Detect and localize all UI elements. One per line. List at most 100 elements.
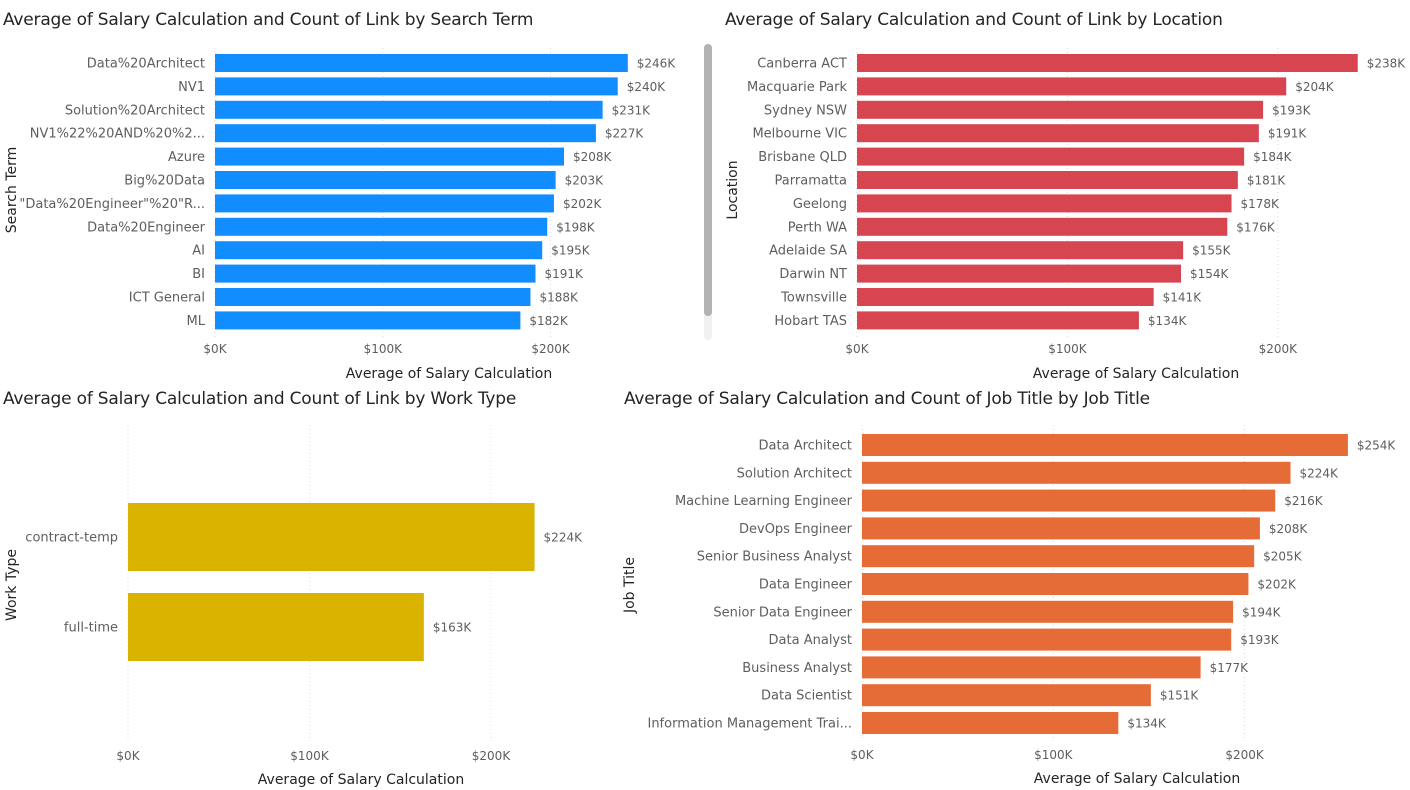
value-label: $193K — [1240, 633, 1280, 647]
value-label: $246K — [637, 57, 677, 71]
bar[interactable] — [128, 503, 535, 571]
bar[interactable] — [215, 124, 596, 143]
bar[interactable] — [215, 288, 531, 306]
bar-chart[interactable]: $0K $100K $200K contract-temp $224K full-time… — [0, 385, 610, 790]
bar-chart[interactable]: $0K $100K $200K Data Architect $254K Solution… — [622, 385, 1410, 790]
bar[interactable] — [215, 54, 628, 72]
value-label: $191K — [1268, 127, 1308, 141]
bar[interactable] — [862, 573, 1249, 595]
bar[interactable] — [857, 288, 1154, 306]
value-label: $177K — [1210, 661, 1250, 675]
category-label: Canberra ACT — [757, 57, 847, 72]
value-label: $240K — [627, 80, 667, 94]
category-label: contract-temp — [25, 531, 118, 546]
bar[interactable] — [857, 124, 1259, 143]
bar[interactable] — [862, 628, 1232, 651]
value-label: $204K — [1295, 80, 1335, 94]
value-label: $238K — [1367, 57, 1407, 71]
category-label: Big%20Data — [124, 174, 205, 189]
x-tick-label: $0K — [203, 342, 227, 356]
bar[interactable] — [862, 434, 1348, 456]
bar[interactable] — [215, 264, 536, 283]
value-label: $178K — [1241, 197, 1281, 211]
bar[interactable] — [862, 489, 1276, 512]
x-tick-label: $200K — [531, 342, 571, 356]
category-label: "Data%20Engineer"%20"R... — [19, 197, 205, 212]
bar[interactable] — [857, 217, 1228, 236]
chart-panel-search-term: Average of Salary Calculation and Count … — [0, 0, 700, 385]
value-label: $202K — [563, 197, 603, 211]
bar[interactable] — [128, 593, 424, 661]
bar[interactable] — [857, 311, 1139, 330]
category-label: Brisbane QLD — [758, 150, 847, 165]
category-label: NV1%22%20AND%20%2... — [30, 127, 205, 142]
bar[interactable] — [862, 517, 1260, 540]
value-label: $203K — [565, 174, 605, 188]
value-label: $163K — [433, 621, 473, 635]
category-label: Information Management Trai... — [647, 717, 852, 732]
category-label: ICT General — [129, 291, 205, 306]
chart-panel-location: Average of Salary Calculation and Count … — [722, 0, 1410, 385]
bar[interactable] — [215, 77, 618, 96]
bar[interactable] — [857, 100, 1264, 119]
bar[interactable] — [862, 600, 1234, 623]
x-tick-label: $0K — [845, 342, 869, 356]
value-label: $194K — [1242, 605, 1282, 619]
x-tick-label: $200K — [1225, 748, 1265, 762]
bar[interactable] — [857, 77, 1287, 96]
scrollbar-thumb[interactable] — [704, 44, 712, 316]
bar[interactable] — [215, 241, 543, 260]
value-label: $184K — [1253, 150, 1293, 164]
bar[interactable] — [215, 100, 603, 119]
bar[interactable] — [215, 147, 565, 166]
category-label: Parramatta — [775, 174, 847, 189]
bar[interactable] — [862, 461, 1291, 484]
y-axis-title: Search Term — [4, 147, 20, 233]
bar[interactable] — [215, 194, 554, 213]
bar[interactable] — [857, 171, 1238, 189]
bar[interactable] — [215, 311, 521, 330]
value-label: $208K — [573, 150, 613, 164]
category-label: AI — [192, 244, 205, 259]
category-label: Data Architect — [759, 439, 852, 454]
bar[interactable] — [857, 194, 1232, 213]
value-label: $176K — [1236, 220, 1276, 234]
value-label: $134K — [1127, 717, 1167, 731]
bar-chart[interactable]: $0K $100K $200K Data%20Architect $246K NV1 $24… — [0, 0, 700, 385]
bar[interactable] — [215, 217, 548, 236]
bar[interactable] — [857, 54, 1358, 72]
value-label: $224K — [1300, 466, 1340, 480]
bar[interactable] — [857, 147, 1245, 166]
bar[interactable] — [215, 171, 556, 189]
category-label: NV1 — [178, 80, 205, 95]
value-label: $151K — [1160, 689, 1200, 703]
value-label: $182K — [529, 314, 569, 328]
value-label: $191K — [544, 267, 584, 281]
chart-title: Average of Salary Calculation and Count … — [3, 389, 517, 409]
category-label: Data Analyst — [769, 633, 852, 648]
bar[interactable] — [862, 656, 1201, 679]
bar-chart[interactable]: $0K $100K $200K Canberra ACT $238K Macquarie … — [722, 0, 1410, 385]
y-axis-title: Work Type — [4, 549, 20, 621]
category-label: Hobart TAS — [774, 314, 847, 329]
category-label: Data Engineer — [759, 578, 853, 593]
value-label: $208K — [1269, 522, 1309, 536]
x-tick-label: $0K — [116, 749, 140, 763]
category-label: ML — [187, 314, 206, 329]
category-label: full-time — [64, 621, 118, 636]
vertical-scrollbar[interactable] — [704, 44, 712, 340]
x-tick-label: $100K — [1048, 342, 1088, 356]
bar[interactable] — [857, 264, 1182, 283]
category-label: Darwin NT — [779, 267, 847, 282]
category-label: Perth WA — [788, 220, 847, 235]
bar[interactable] — [862, 545, 1255, 568]
bar[interactable] — [862, 712, 1119, 734]
category-label: Macquarie Park — [747, 80, 847, 95]
bar[interactable] — [862, 684, 1151, 707]
x-axis-title: Average of Salary Calculation — [258, 772, 464, 788]
value-label: $227K — [605, 127, 645, 141]
bar[interactable] — [857, 241, 1184, 260]
x-axis-title: Average of Salary Calculation — [1033, 366, 1239, 382]
category-label: Business Analyst — [742, 661, 852, 676]
category-label: Data%20Engineer — [87, 220, 205, 235]
